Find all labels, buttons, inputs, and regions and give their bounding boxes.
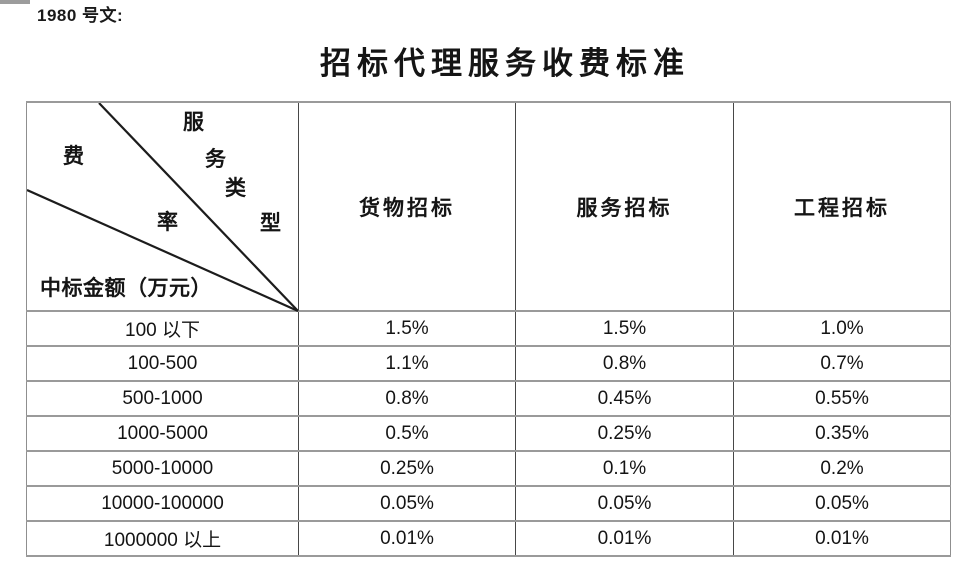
rate-cell: 0.35% [733,415,951,452]
rate-cell: 0.45% [515,380,734,417]
rate-cell: 1.5% [298,310,516,347]
column-header-service: 服务招标 [515,101,734,312]
rate-cell: 0.05% [298,485,516,522]
table-row: 1000-5000 0.5% 0.25% 0.35% [26,415,951,452]
table-row: 100 以下 1.5% 1.5% 1.0% [26,310,951,347]
amount-range-cell: 10000-100000 [26,485,299,522]
amount-range-cell: 100-500 [26,345,299,382]
document-number-label: 1980 号文: [37,6,124,25]
rate-cell: 0.8% [298,380,516,417]
table-row: 5000-10000 0.25% 0.1% 0.2% [26,450,951,487]
table-row: 100-500 1.1% 0.8% 0.7% [26,345,951,382]
rate-cell: 0.5% [298,415,516,452]
corner-header-cell: 服 务 类 型 费 率 中标金额（万元） [26,101,299,312]
corner-type-char: 服 [183,110,204,134]
rate-cell: 0.01% [515,520,734,557]
table-row: 500-1000 0.8% 0.45% 0.55% [26,380,951,417]
rate-cell: 0.05% [733,485,951,522]
column-header-goods: 货物招标 [298,101,516,312]
diagonal-divider-lines [27,103,299,312]
corner-type-char: 型 [260,211,281,235]
corner-type-char: 类 [225,176,246,200]
amount-range-cell: 100 以下 [26,310,299,347]
rate-cell: 0.25% [515,415,734,452]
rate-cell: 1.5% [515,310,734,347]
corner-type-char: 务 [205,147,226,171]
rate-cell: 0.05% [515,485,734,522]
amount-range-cell: 1000-5000 [26,415,299,452]
amount-range-cell: 500-1000 [26,380,299,417]
table-row: 10000-100000 0.05% 0.05% 0.05% [26,485,951,522]
header-row: 服 务 类 型 费 率 中标金额（万元） 货物招标 服务招标 工程招标 [26,101,951,312]
fee-table-body: 100 以下 1.5% 1.5% 1.0% 100-500 1.1% 0.8% … [26,310,951,557]
rate-cell: 1.1% [298,345,516,382]
table-row: 1000000 以上 0.01% 0.01% 0.01% [26,520,951,557]
page-title: 招标代理服务收费标准 [320,46,690,81]
column-header-engineering: 工程招标 [733,101,951,312]
rate-cell: 0.55% [733,380,951,417]
rate-cell: 0.25% [298,450,516,487]
rate-cell: 0.2% [733,450,951,487]
rate-cell: 0.01% [298,520,516,557]
corner-amount-label: 中标金额（万元） [40,276,212,300]
amount-range-cell: 1000000 以上 [26,520,299,557]
corner-rate-char: 率 [157,210,178,234]
rate-cell: 1.0% [733,310,951,347]
rate-cell: 0.1% [515,450,734,487]
corner-rate-char: 费 [63,144,84,168]
amount-range-cell: 5000-10000 [26,450,299,487]
fee-standard-table: 服 务 类 型 费 率 中标金额（万元） 货物招标 服务招标 工程招标 100 … [26,101,951,557]
rate-cell: 0.8% [515,345,734,382]
rate-cell: 0.01% [733,520,951,557]
rate-cell: 0.7% [733,345,951,382]
scan-artifact [0,0,30,4]
